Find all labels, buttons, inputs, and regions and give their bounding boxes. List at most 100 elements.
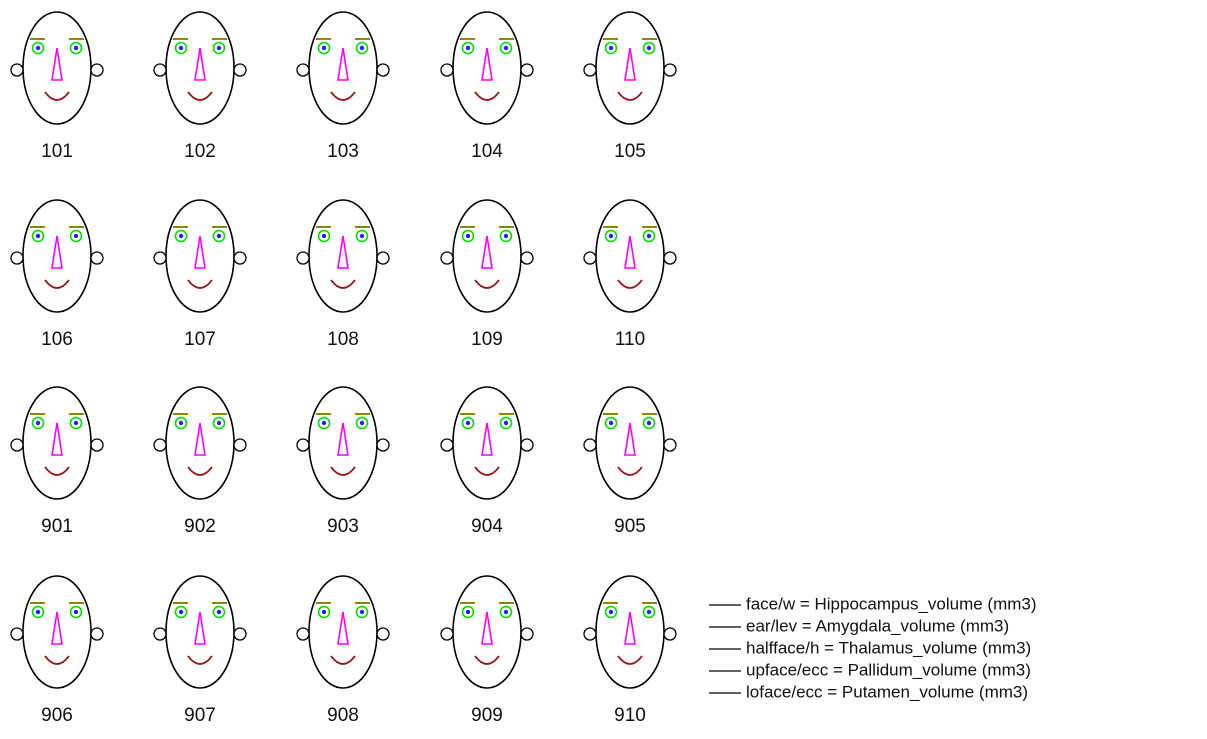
pupil [647, 610, 651, 614]
legend-label: halfface/h = Thalamus_volume (mm3) [746, 638, 1031, 657]
face-label: 110 [615, 329, 645, 350]
pupil [466, 421, 470, 425]
nose [195, 612, 205, 644]
face-label: 904 [471, 516, 503, 537]
nose [482, 423, 492, 455]
mouth [45, 92, 69, 100]
face: 104 [441, 12, 533, 162]
pupil [609, 234, 613, 238]
ear [11, 628, 23, 640]
nose [52, 236, 62, 268]
ear [154, 252, 166, 264]
face-label: 104 [471, 141, 503, 162]
nose [338, 48, 348, 80]
pupil [36, 610, 40, 614]
nose [625, 48, 635, 80]
face-outline [23, 387, 91, 499]
ear [521, 628, 533, 640]
face: 910 [584, 576, 676, 726]
face-label: 910 [614, 705, 646, 726]
ear [664, 628, 676, 640]
nose [482, 612, 492, 644]
face-outline [596, 387, 664, 499]
pupil [466, 234, 470, 238]
nose [338, 423, 348, 455]
face: 906 [11, 576, 103, 726]
mouth [475, 280, 499, 288]
mouth [331, 656, 355, 664]
ear [664, 64, 676, 76]
ear [234, 628, 246, 640]
face: 108 [297, 200, 389, 350]
nose [625, 612, 635, 644]
mouth [475, 467, 499, 475]
ear [441, 439, 453, 451]
face-label: 908 [327, 705, 359, 726]
ear [584, 252, 596, 264]
mouth [331, 467, 355, 475]
ear [11, 252, 23, 264]
pupil [322, 610, 326, 614]
face: 101 [11, 12, 103, 162]
face: 105 [584, 12, 676, 162]
face-outline [166, 200, 234, 312]
nose [625, 236, 635, 268]
face-label: 106 [41, 329, 73, 350]
nose [195, 423, 205, 455]
pupil [36, 234, 40, 238]
face: 905 [584, 387, 676, 537]
ear [377, 64, 389, 76]
mouth [45, 656, 69, 664]
pupil [360, 46, 364, 50]
pupil [609, 46, 613, 50]
pupil [609, 421, 613, 425]
mouth [331, 280, 355, 288]
face-label: 102 [184, 141, 216, 162]
ear [297, 64, 309, 76]
face-label: 107 [184, 329, 216, 350]
page: {"chart_data": {"type": "faces", "catego… [0, 0, 1207, 739]
ear [584, 628, 596, 640]
mouth [188, 656, 212, 664]
face: 909 [441, 576, 533, 726]
ear [297, 628, 309, 640]
pupil [647, 234, 651, 238]
nose [482, 48, 492, 80]
pupil [504, 421, 508, 425]
pupil [179, 46, 183, 50]
pupil [36, 46, 40, 50]
face-outline [596, 576, 664, 688]
pupil [74, 610, 78, 614]
face-outline [166, 387, 234, 499]
pupil [217, 46, 221, 50]
face-outline [453, 387, 521, 499]
chart: 1011021031041051061071081091109019029039… [0, 0, 1207, 739]
ear [91, 628, 103, 640]
ear [584, 439, 596, 451]
ear [154, 628, 166, 640]
face-label: 906 [41, 705, 73, 726]
mouth [475, 92, 499, 100]
face-outline [309, 576, 377, 688]
mouth [475, 656, 499, 664]
mouth [188, 92, 212, 100]
mouth [45, 280, 69, 288]
legend-label: face/w = Hippocampus_volume (mm3) [746, 594, 1037, 613]
nose [52, 48, 62, 80]
legend-label: loface/ecc = Putamen_volume (mm3) [746, 682, 1028, 701]
face-label: 905 [614, 516, 646, 537]
face-label: 909 [471, 705, 503, 726]
pupil [647, 421, 651, 425]
face-outline [166, 576, 234, 688]
ear [441, 628, 453, 640]
mouth [331, 92, 355, 100]
ear [234, 252, 246, 264]
pupil [647, 46, 651, 50]
pupil [322, 46, 326, 50]
face-outline [453, 576, 521, 688]
face-outline [23, 576, 91, 688]
pupil [217, 234, 221, 238]
pupil [74, 46, 78, 50]
face-outline [309, 12, 377, 124]
mouth [188, 467, 212, 475]
